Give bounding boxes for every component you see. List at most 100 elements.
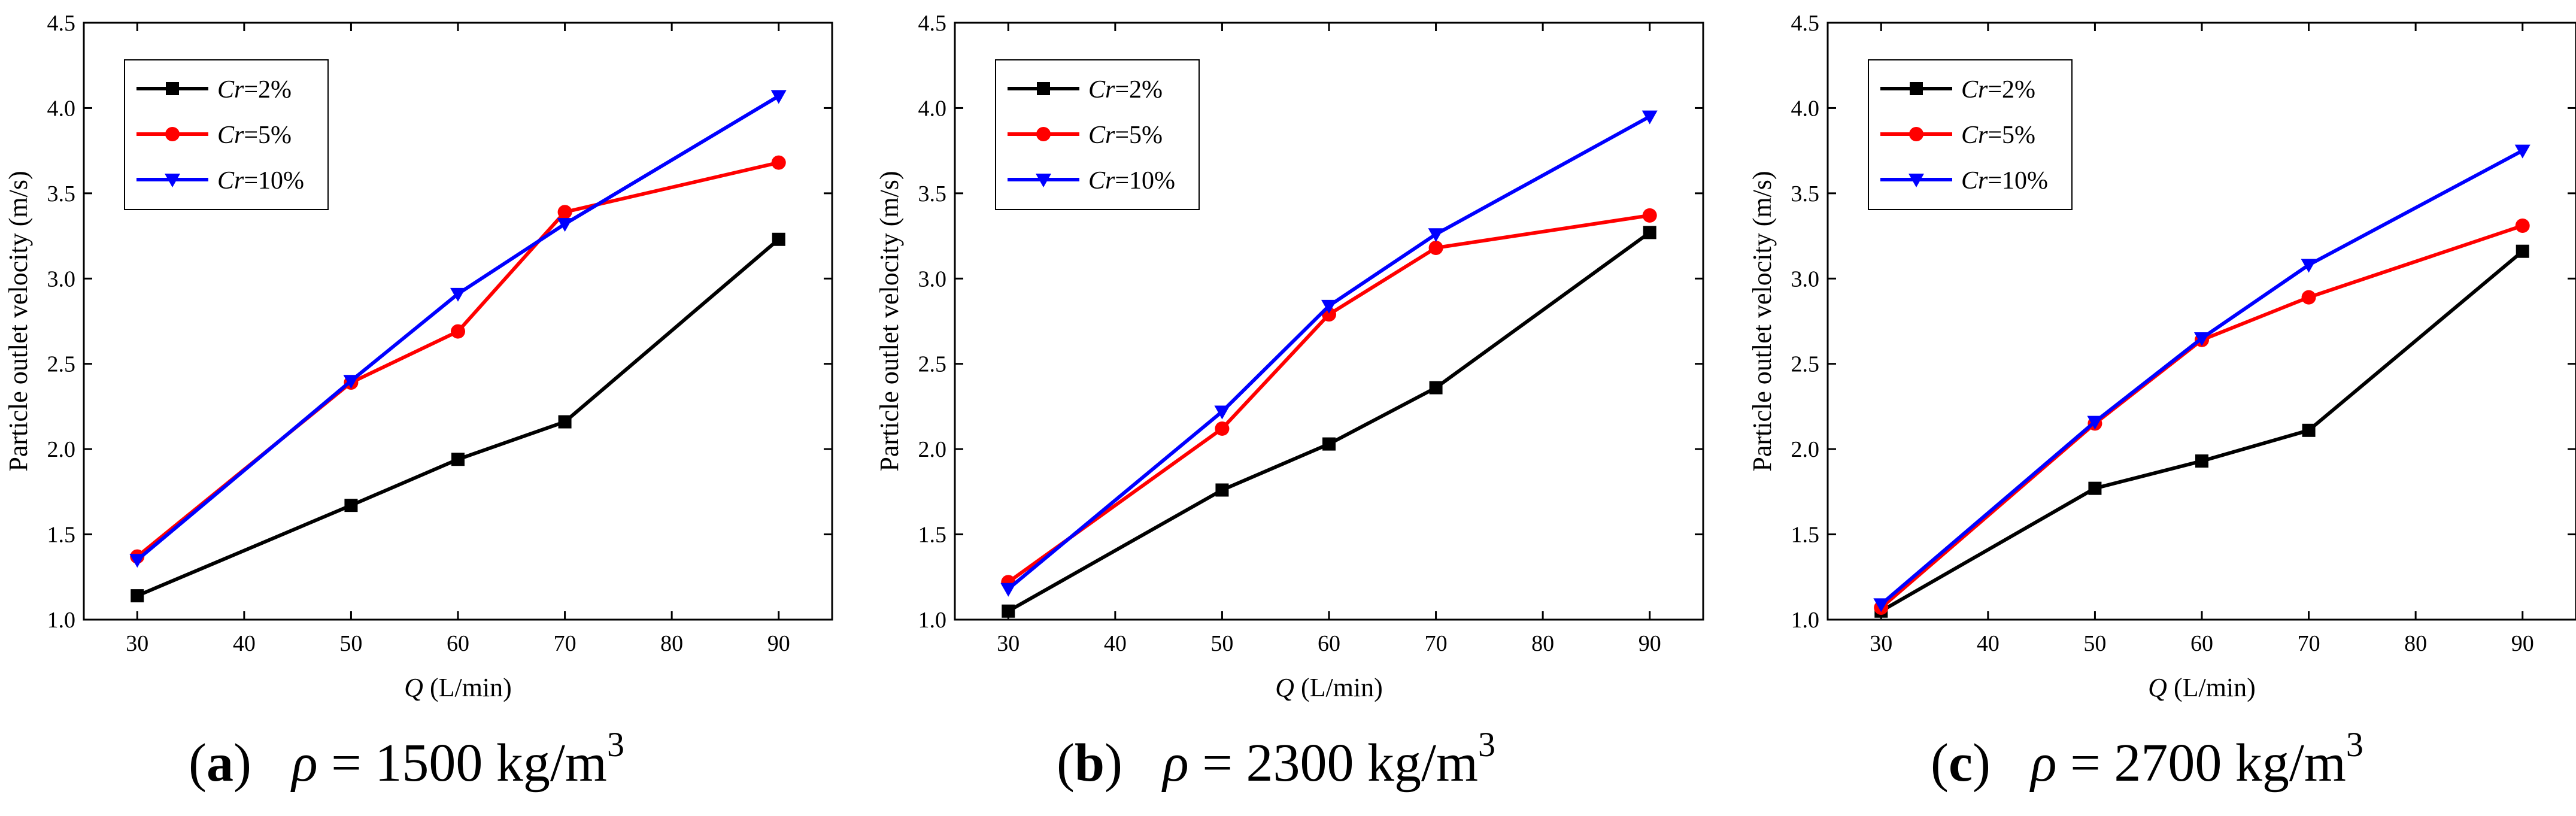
data-point xyxy=(1428,228,1444,242)
x-tick-label: 30 xyxy=(126,631,148,656)
series-line-2 xyxy=(1880,224,2523,609)
series-line-2 xyxy=(136,160,779,558)
y-tick-label: 1.0 xyxy=(918,608,947,633)
data-point xyxy=(1214,405,1230,420)
x-axis-label-variable: Q xyxy=(1275,673,1294,702)
y-tick-label: 4.5 xyxy=(1791,11,1820,36)
legend-marker xyxy=(1036,174,1051,187)
x-axis-label-unit: (L/min) xyxy=(1294,673,1383,702)
x-tick-label: 70 xyxy=(2298,631,2320,656)
caption-c: (c) ρ = 2700 kg/m3 xyxy=(1931,725,2363,793)
data-point xyxy=(1642,110,1658,125)
x-tick-label: 50 xyxy=(2083,631,2106,656)
y-tick-label: 2.0 xyxy=(1791,437,1820,462)
y-tick-label: 3.0 xyxy=(1791,266,1820,292)
data-point xyxy=(2301,259,2317,273)
legend-label-variable: Cr xyxy=(1961,122,1988,149)
chart-panel-1: 30 40 50 60 70 80 90 1.0 1.5 2.0 2.5 3.0 3.5 4.0 4.5 Q … xyxy=(4,11,833,702)
data-point xyxy=(451,453,465,466)
caption-a: (a) ρ = 1500 kg/m3 xyxy=(189,725,624,793)
legend-label: Cr=5% xyxy=(1961,122,2035,149)
data-point xyxy=(2514,144,2531,159)
data-point xyxy=(1428,241,1443,256)
x-tick-label: 60 xyxy=(1318,631,1340,656)
data-point xyxy=(1429,381,1443,395)
legend-box xyxy=(1868,59,2073,210)
x-tick-label: 80 xyxy=(660,631,683,656)
y-tick-label: 4.0 xyxy=(47,96,76,121)
data-point xyxy=(1643,226,1656,239)
legend-label: Cr=10% xyxy=(217,167,304,195)
y-tick-label: 4.0 xyxy=(1791,96,1820,121)
y-axis-label: Particle outlet velocity (m/s) xyxy=(4,171,33,471)
data-point xyxy=(558,415,572,429)
y-tick-label: 4.5 xyxy=(918,11,947,36)
legend-label-variable: Cr xyxy=(217,76,244,104)
data-point xyxy=(1322,437,1336,451)
data-point xyxy=(772,232,785,246)
y-tick-label: 1.0 xyxy=(47,608,76,633)
legend-label-value: =5% xyxy=(1988,122,2035,149)
x-tick-label: 50 xyxy=(1210,631,1233,656)
y-tick-label: 1.0 xyxy=(1791,608,1820,633)
legend-label: Cr=5% xyxy=(217,122,292,149)
legend-label-value: =5% xyxy=(1115,122,1163,149)
y-axis-label: Particle outlet velocity (m/s) xyxy=(1747,171,1777,471)
x-axis-label-variable: Q xyxy=(404,673,423,702)
x-axis-label: Q (L/min) xyxy=(2148,673,2256,702)
x-axis-label: Q (L/min) xyxy=(1275,673,1383,702)
legend-marker xyxy=(1909,174,1924,187)
legend-label-variable: Cr xyxy=(217,167,244,195)
data-point xyxy=(343,375,359,389)
y-tick-label: 3.5 xyxy=(918,181,947,207)
legend-marker xyxy=(165,127,180,141)
x-axis-label-unit: (L/min) xyxy=(2167,673,2256,702)
x-tick-label: 30 xyxy=(997,631,1020,656)
y-tick-label: 2.0 xyxy=(918,437,947,462)
legend-marker xyxy=(1910,82,1923,95)
legend-label-value: =2% xyxy=(1988,76,2035,104)
y-tick-label: 2.0 xyxy=(47,437,76,462)
legend-marker xyxy=(1036,127,1051,141)
x-tick-label: 60 xyxy=(2190,631,2213,656)
legend-label-value: =10% xyxy=(1988,167,2048,195)
legend-label-value: =10% xyxy=(244,167,304,195)
y-tick-label: 2.5 xyxy=(47,352,76,377)
legend-label: Cr=5% xyxy=(1088,122,1163,149)
legend-marker xyxy=(166,82,179,95)
legend-label-variable: Cr xyxy=(1961,76,1988,104)
legend-label-value: =2% xyxy=(244,76,292,104)
legend-label-value: =2% xyxy=(1115,76,1163,104)
x-axis-label-variable: Q xyxy=(2148,673,2167,702)
data-point xyxy=(1215,483,1229,497)
x-tick-label: 60 xyxy=(447,631,469,656)
data-point xyxy=(1002,604,1015,618)
data-point xyxy=(557,218,573,232)
x-tick-label: 90 xyxy=(2511,631,2534,656)
data-point xyxy=(1000,583,1017,597)
y-axis-label: Particle outlet velocity (m/s) xyxy=(875,171,904,471)
legend-label-variable: Cr xyxy=(1088,167,1115,195)
data-point xyxy=(1873,598,1889,612)
y-tick-label: 1.5 xyxy=(47,523,76,548)
y-tick-label: 3.0 xyxy=(47,266,76,292)
chart-panel-2: 30 40 50 60 70 80 90 1.0 1.5 2.0 2.5 3.0 3.5 4.0 4.5 Q … xyxy=(875,11,1704,702)
x-tick-label: 30 xyxy=(1870,631,1892,656)
x-tick-label: 90 xyxy=(767,631,790,656)
data-point xyxy=(557,205,572,220)
series-line-1 xyxy=(1880,250,2524,613)
data-point xyxy=(2516,244,2529,258)
y-tick-label: 2.5 xyxy=(1791,352,1820,377)
data-point xyxy=(2195,454,2208,468)
data-point xyxy=(1215,421,1230,436)
data-point xyxy=(2088,481,2102,495)
y-tick-label: 3.0 xyxy=(918,266,947,292)
y-tick-label: 1.5 xyxy=(918,523,947,548)
legend-label-variable: Cr xyxy=(1088,122,1115,149)
legend-label-variable: Cr xyxy=(1088,76,1115,104)
data-point xyxy=(344,499,358,512)
series-line-2 xyxy=(1007,213,1650,584)
y-tick-label: 3.5 xyxy=(47,181,76,207)
legend-label-variable: Cr xyxy=(217,122,244,149)
